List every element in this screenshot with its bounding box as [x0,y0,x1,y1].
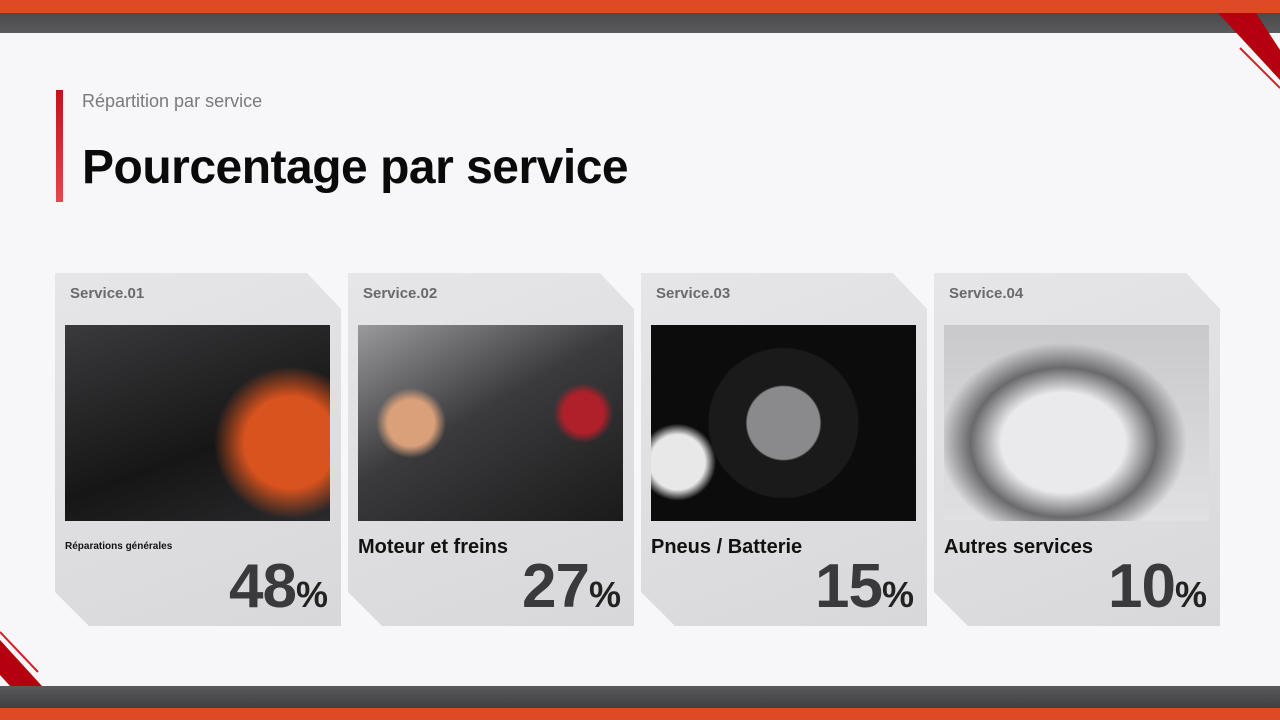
service-percentage: 27% [522,552,621,621]
bottom-dark-band [0,686,1280,708]
service-label: Service.04 [949,285,1024,302]
slide-subtitle: Répartition par service [82,91,263,111]
service-card-1: Service.01 Réparations générales 48% [55,273,341,626]
service-percentage: 15% [815,552,914,621]
mechanic-multimeter-engine-photo [65,325,330,521]
title-accent-bar [56,90,63,202]
tire-wheel-impact-wrench-photo [651,325,916,521]
top-dark-band [0,13,1280,33]
top-orange-band [0,0,1280,13]
slide-title: Pourcentage par service [82,141,629,194]
service-percentage: 10% [1108,552,1207,621]
service-name: Réparations générales [65,541,173,552]
car-foam-wash-photo [944,325,1209,521]
service-label: Service.01 [70,285,145,302]
service-name: Autres services [944,536,1093,558]
bottom-orange-band [0,708,1280,720]
service-name: Pneus / Batterie [651,536,803,558]
service-label: Service.02 [363,285,438,302]
service-name: Moteur et freins [358,536,509,558]
service-percentage: 48% [229,552,328,621]
service-card-2: Service.02 Moteur et freins 27% [348,273,634,626]
service-label: Service.03 [656,285,731,302]
top-right-corner-decoration [1218,13,1280,89]
engine-bay-photo [358,325,623,521]
service-card-4: Service.04 Autres services 10% [934,273,1220,626]
service-card-3: Service.03 Pneus / Batterie 15% [641,273,927,626]
